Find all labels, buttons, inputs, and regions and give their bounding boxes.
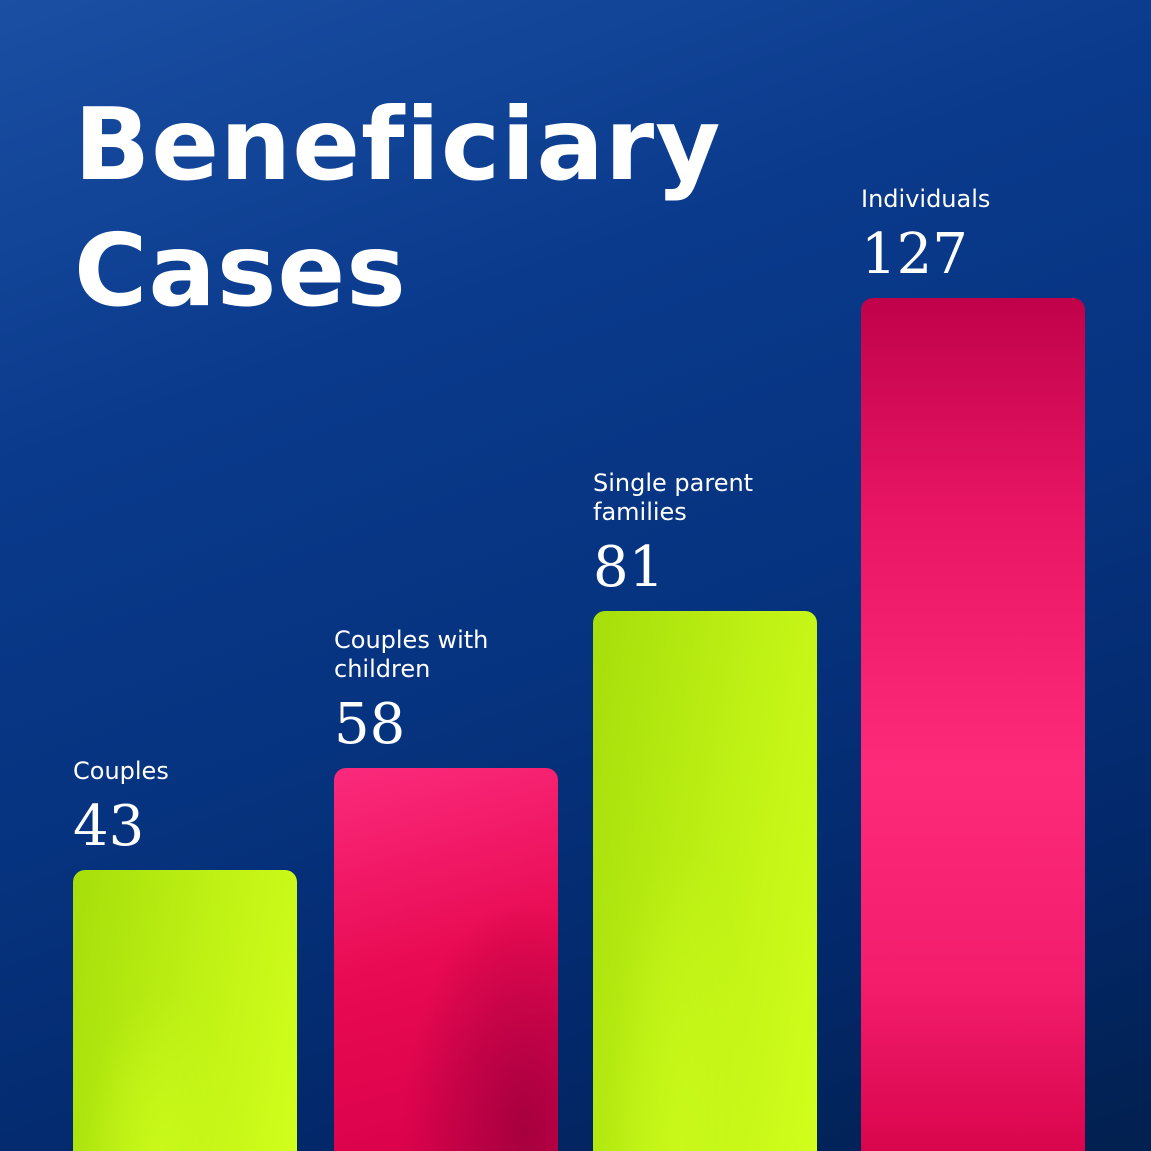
category-line: Couples with [334,626,489,655]
category-line: families [593,498,687,527]
value-label: 58 [334,692,406,758]
category-label: Couples [73,757,169,786]
title-line-2: Cases [74,212,407,329]
category-line: children [334,655,431,684]
category-label: Couples with children [334,626,574,684]
label-couples-with-children: Couples with children 58 [334,626,574,758]
bar-individuals [861,298,1085,1151]
label-couples: Couples 43 [73,757,313,860]
value-label: 43 [73,794,145,860]
category-label: Individuals [861,185,991,214]
category-line: Single parent [593,469,754,498]
category-label: Single parent families [593,469,833,527]
value-label: 127 [861,222,968,288]
label-single-parent-families: Single parent families 81 [593,469,833,601]
label-individuals: Individuals 127 [861,185,1101,288]
bar-single-parent-families [593,611,817,1151]
value-label: 81 [593,535,665,601]
chart-title: Beneficiary Cases [74,82,721,334]
bar-couples [73,870,297,1151]
bar-couples-with-children [334,768,558,1151]
title-line-1: Beneficiary [74,86,722,203]
